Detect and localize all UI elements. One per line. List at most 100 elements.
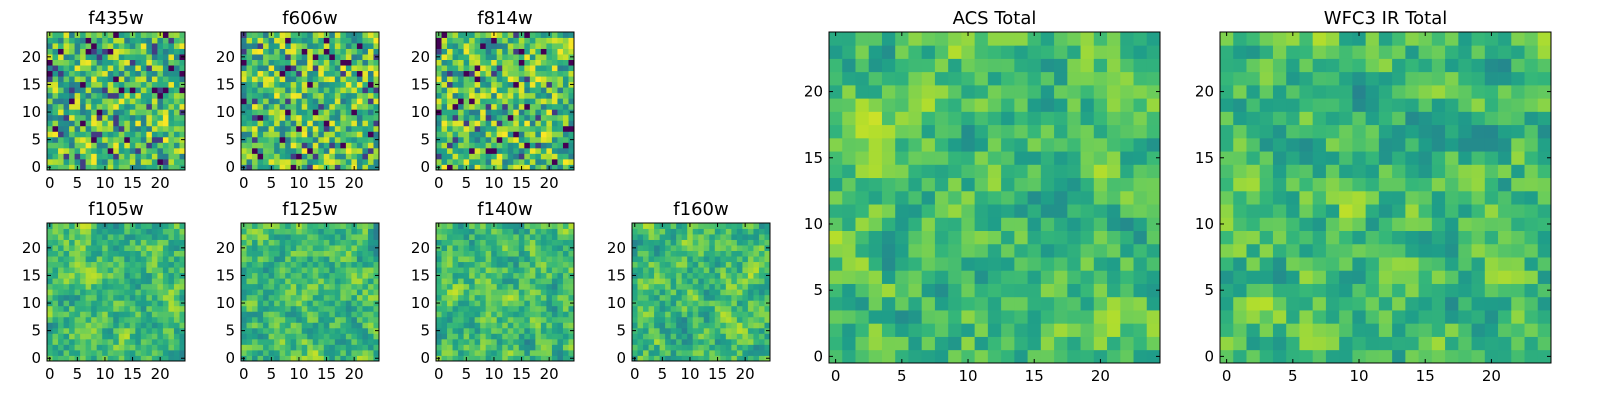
heatmap-cell (703, 322, 710, 329)
heatmap-cell (557, 267, 564, 274)
heatmap-cell (725, 250, 732, 257)
heatmap-cell (540, 250, 547, 257)
panel-title: f814w (477, 8, 532, 29)
heatmap-cell (323, 48, 330, 55)
heatmap-cell (513, 250, 520, 257)
heatmap-cell (441, 43, 448, 49)
heatmap-cell (524, 70, 531, 77)
heatmap-cell (102, 245, 109, 251)
heatmap-cell (720, 289, 727, 296)
heatmap-cell (681, 250, 688, 257)
heatmap-cell (157, 239, 164, 246)
heatmap-cell (113, 322, 120, 329)
heatmap-cell (1054, 190, 1068, 205)
heatmap-cell (140, 272, 147, 279)
heatmap-cell (1093, 230, 1108, 245)
heatmap-cell (637, 305, 644, 312)
heatmap-cell (129, 239, 136, 246)
heatmap-cell (469, 355, 476, 362)
heatmap-cell (648, 234, 655, 240)
heatmap-cell (263, 37, 269, 44)
heatmap-cell (268, 272, 275, 279)
heatmap-cell (252, 131, 258, 138)
heatmap-cell (296, 278, 303, 285)
heatmap-cell (274, 322, 281, 329)
heatmap-cell (318, 289, 325, 296)
heatmap-cell (91, 37, 98, 44)
x-tick-label: 20 (736, 365, 755, 383)
heatmap-cell (74, 250, 81, 257)
heatmap-cell (345, 234, 352, 240)
heatmap-cell (307, 278, 314, 285)
heatmap-cell (681, 289, 688, 296)
heatmap-cell (1027, 177, 1042, 192)
heatmap-cell (58, 76, 64, 83)
heatmap-cell (129, 54, 136, 60)
heatmap-cell (173, 322, 180, 329)
heatmap-cell (312, 239, 319, 246)
heatmap-cell (753, 267, 760, 274)
heatmap-cell (118, 289, 125, 296)
heatmap-cell (659, 228, 666, 235)
heatmap-cell (469, 267, 476, 274)
heatmap-cell (146, 114, 153, 121)
heatmap-cell (632, 338, 638, 345)
heatmap-cell (373, 92, 380, 99)
heatmap-cell (447, 305, 453, 312)
y-tick-label: 10 (216, 103, 235, 121)
heatmap-cell (279, 120, 286, 127)
heatmap-cell (502, 239, 509, 246)
heatmap-cell (274, 142, 281, 149)
heatmap-cell (274, 109, 281, 116)
heatmap-cell (323, 81, 330, 88)
heatmap-cell (562, 54, 569, 60)
heatmap-cell (179, 305, 186, 312)
heatmap-cell (463, 54, 470, 60)
heatmap-cell (96, 272, 103, 279)
heatmap-cell (703, 316, 710, 323)
heatmap-cell (329, 272, 336, 279)
heatmap-cell (480, 70, 487, 77)
heatmap-cell (146, 294, 153, 301)
heatmap-cell (107, 37, 114, 44)
heatmap-cell (1027, 283, 1042, 298)
heatmap-cell (562, 223, 569, 229)
heatmap-cell (69, 327, 75, 334)
heatmap-cell (362, 76, 369, 83)
heatmap-cell (151, 109, 158, 116)
heatmap-cell (908, 270, 923, 284)
heatmap-cell (524, 294, 531, 301)
heatmap-cell (146, 65, 153, 72)
x-tick-label: 0 (630, 365, 640, 383)
heatmap-cell (463, 300, 470, 307)
heatmap-cell (753, 289, 760, 296)
heatmap-cell (268, 245, 275, 251)
heatmap-cell (529, 316, 536, 323)
heatmap-cell (518, 87, 525, 94)
heatmap-cell (345, 76, 352, 83)
heatmap-cell (252, 338, 258, 345)
heatmap-cell (307, 147, 314, 154)
heatmap-cell (736, 261, 743, 268)
heatmap-cell (107, 245, 114, 251)
heatmap-cell (102, 98, 109, 105)
heatmap-cell (742, 338, 749, 345)
heatmap-cell (568, 261, 575, 268)
y-tick-label: 20 (216, 48, 235, 66)
heatmap-cell (441, 228, 448, 235)
heatmap-cells (47, 223, 186, 362)
heatmap-cell (323, 333, 330, 340)
heatmap-cell (373, 228, 380, 235)
heatmap-cell (654, 245, 660, 251)
heatmap-cell (447, 158, 453, 165)
heatmap-cell (458, 125, 464, 132)
heatmap-cell (279, 59, 286, 66)
heatmap-cell (562, 65, 569, 72)
heatmap-cell (518, 278, 525, 285)
heatmap-cell (151, 338, 158, 345)
heatmap-cell (557, 316, 564, 323)
heatmap-cell (362, 322, 369, 329)
heatmap-cell (274, 37, 281, 44)
heatmap-cell (285, 59, 292, 66)
heatmap-cell (681, 316, 688, 323)
